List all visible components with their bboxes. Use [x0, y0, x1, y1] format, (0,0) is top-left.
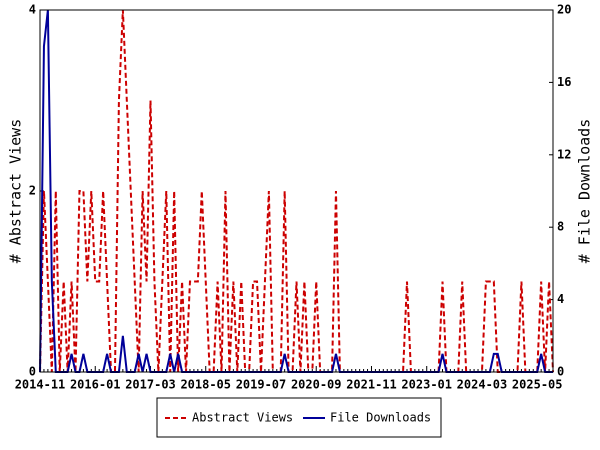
y2-tick-label: 12	[557, 147, 571, 161]
x-tick-label: 2014-11	[15, 378, 66, 392]
x-tick-label: 2019-07	[236, 378, 287, 392]
x-tick-label: 2025-05	[512, 378, 563, 392]
plot-frame	[39, 9, 554, 373]
x-tick-label: 2023-01	[401, 378, 452, 392]
legend-label: Abstract Views	[192, 411, 293, 425]
y-axis-label: # Abstract Views	[7, 119, 25, 264]
y2-tick-label: 20	[557, 3, 571, 17]
legend-box	[156, 397, 442, 438]
x-tick-label: 2018-05	[180, 378, 231, 392]
y-tick-label: 0	[29, 365, 36, 379]
y-tick-label: 2	[29, 184, 36, 198]
y2-tick-label: 16	[557, 75, 571, 89]
x-tick-label: 2020-09	[291, 378, 342, 392]
x-tick-label: 2017-03	[125, 378, 176, 392]
x-tick-label: 2024-03	[457, 378, 508, 392]
y2-tick-label: 0	[557, 365, 564, 379]
series-line	[39, 9, 554, 373]
x-tick-label: 2016-01	[70, 378, 121, 392]
y-tick-label: 4	[29, 3, 36, 17]
x-tick-label: 2021-11	[346, 378, 397, 392]
y2-tick-label: 4	[557, 292, 564, 306]
y2-tick-label: 8	[557, 220, 564, 234]
y2-axis-label: # File Downloads	[576, 119, 594, 264]
legend-label: File Downloads	[330, 411, 431, 425]
